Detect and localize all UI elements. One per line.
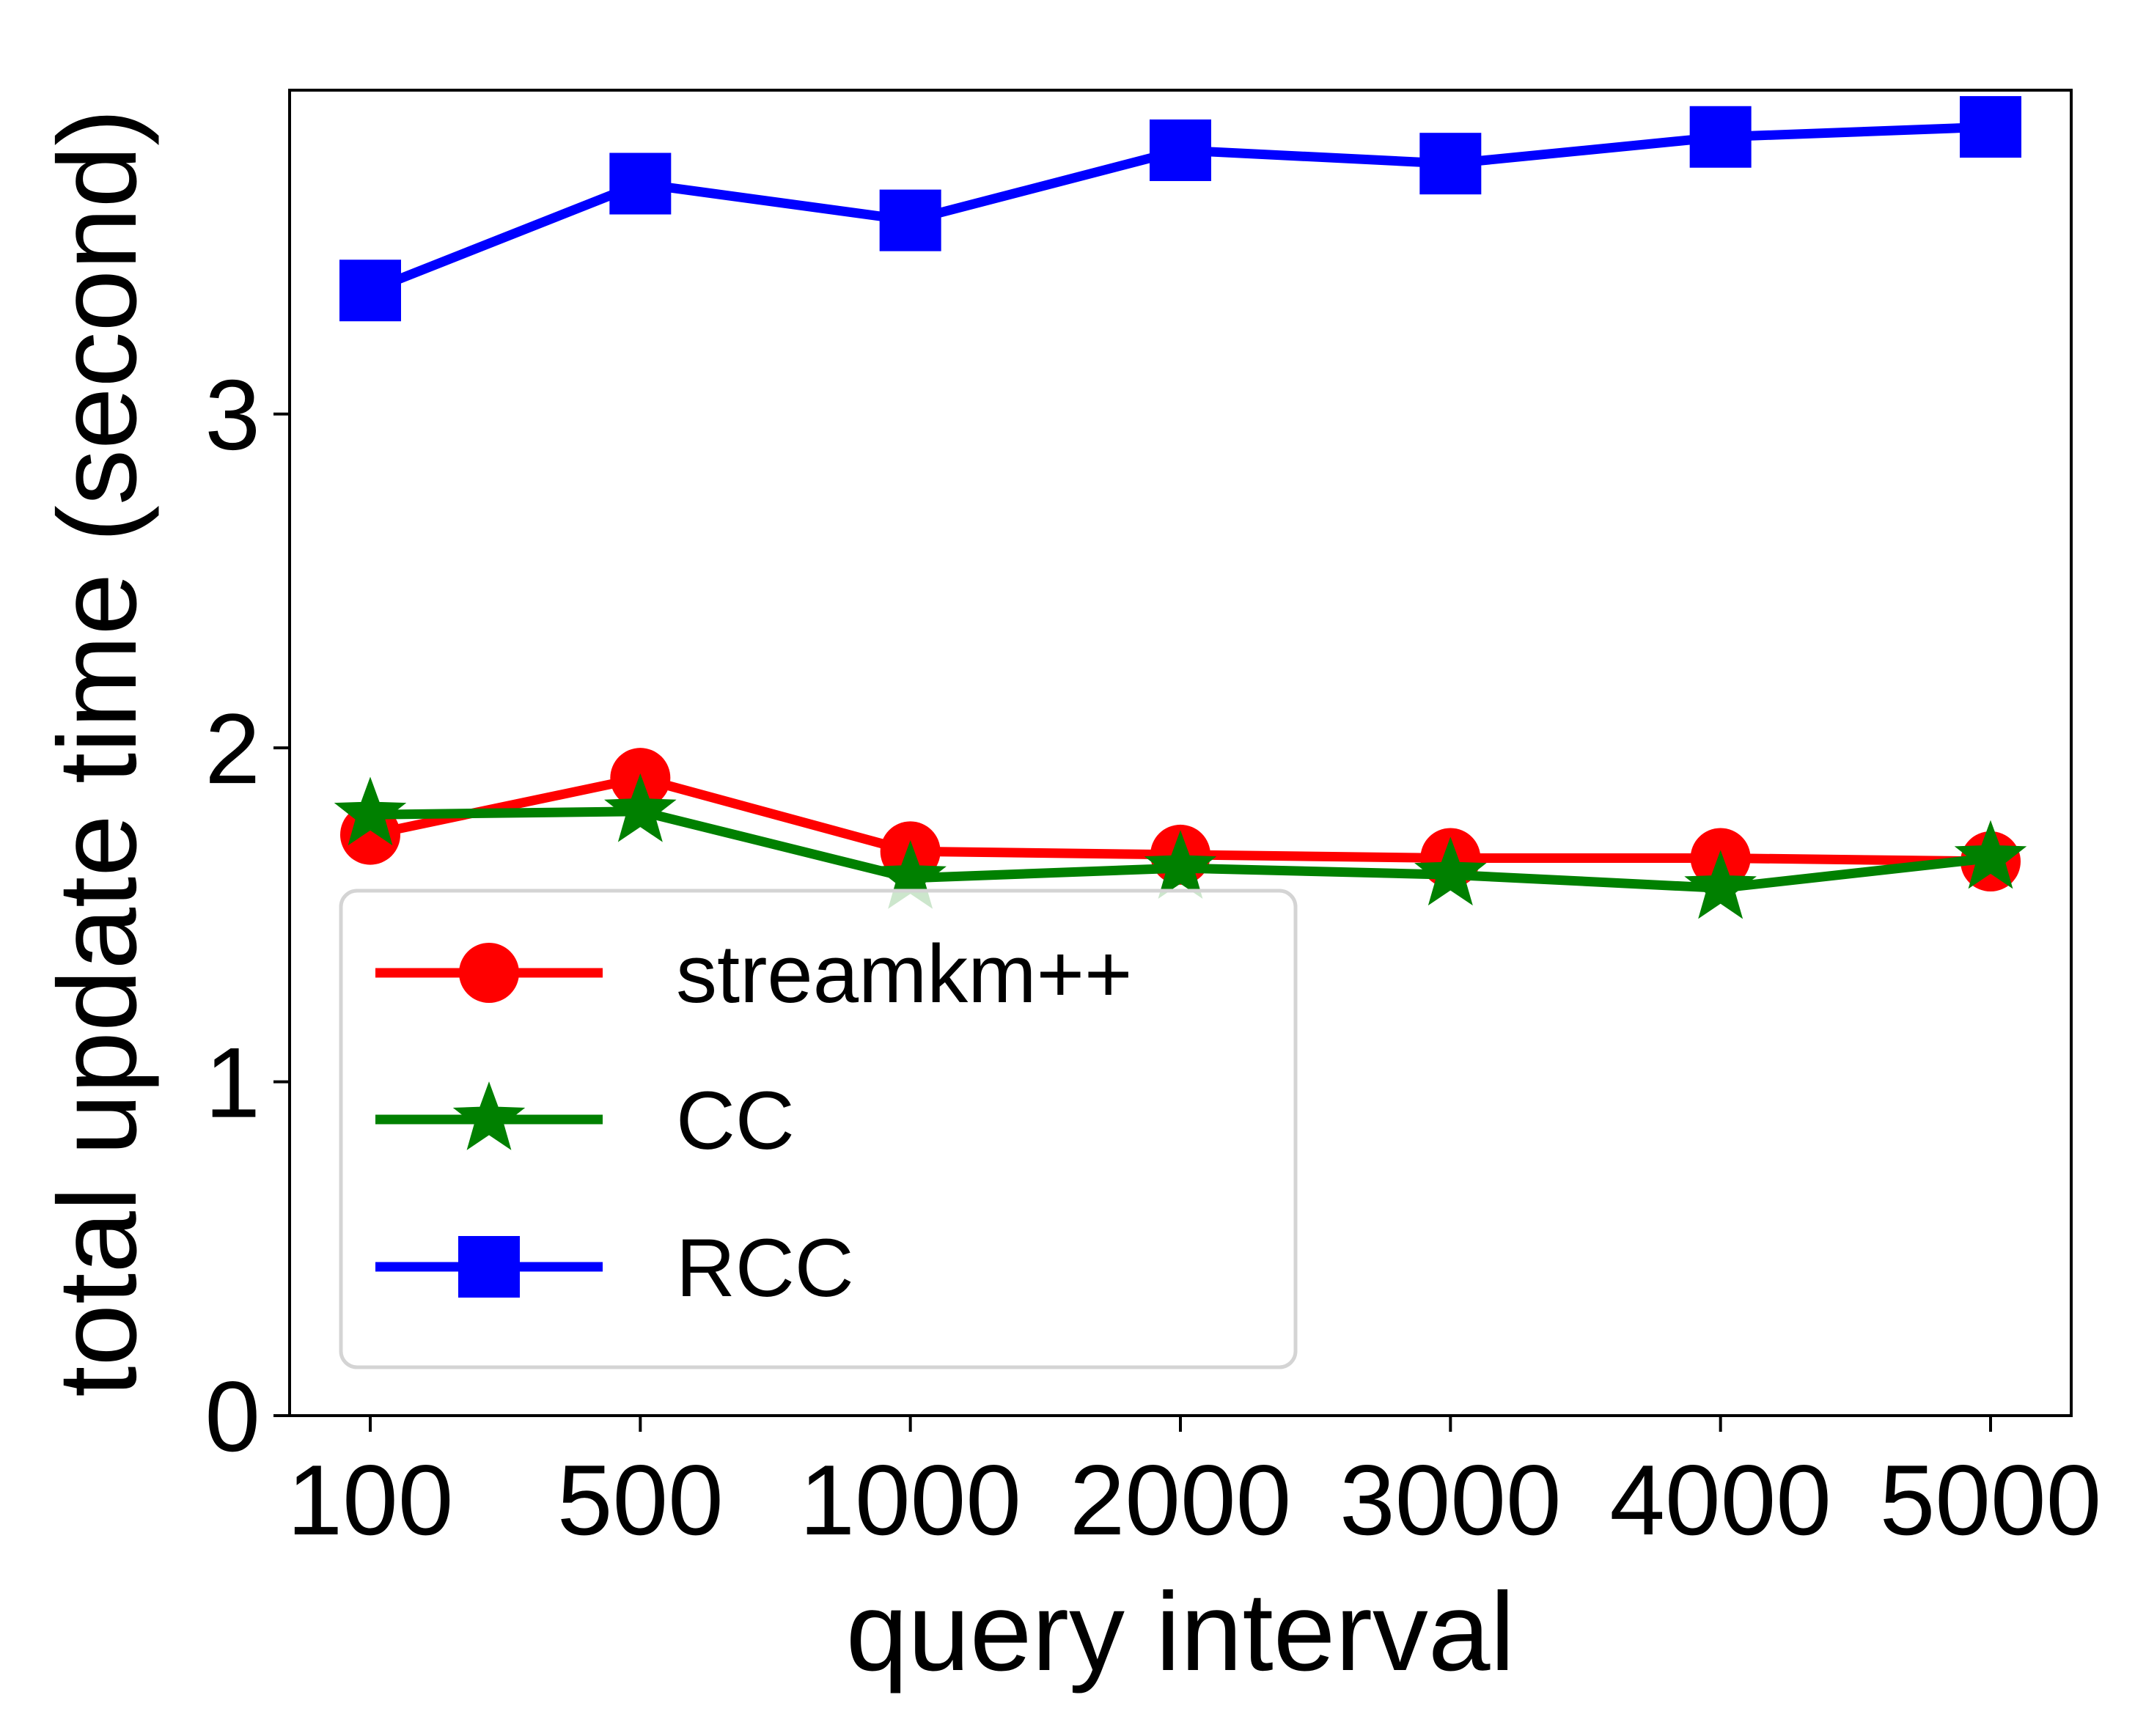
data-point — [1689, 106, 1752, 168]
y-tick-label: 0 — [205, 1361, 260, 1472]
series-rcc — [339, 96, 2021, 322]
data-point — [604, 773, 677, 842]
legend-label: CC — [676, 1075, 795, 1166]
x-tick-label: 2000 — [1070, 1444, 1292, 1556]
x-tick-label: 500 — [557, 1444, 724, 1556]
data-point — [1960, 96, 2021, 158]
legend-items: streamkm++ CC RCC — [375, 928, 1132, 1314]
legend-marker — [458, 1236, 520, 1298]
legend-marker — [459, 943, 519, 1003]
y-axis-label: total update time (second) — [35, 108, 160, 1397]
x-tick-label: 3000 — [1340, 1444, 1562, 1556]
data-point — [340, 804, 400, 865]
x-axis-label: query interval — [846, 1570, 1515, 1694]
data-point — [1684, 850, 1757, 919]
data-point — [1954, 820, 2027, 889]
y-axis: 0 1 2 3 — [205, 359, 290, 1472]
y-tick-label: 3 — [205, 359, 260, 471]
x-tick-label: 1000 — [799, 1444, 1021, 1556]
legend-frame — [339, 889, 1298, 1369]
series-layer — [334, 96, 2027, 919]
x-tick-label: 5000 — [1880, 1444, 2102, 1556]
series-cc — [334, 773, 2027, 919]
legend-marker — [452, 1081, 526, 1150]
y-tick-label: 2 — [205, 693, 260, 804]
legend-entry: RCC — [375, 1222, 854, 1314]
data-point — [1419, 133, 1482, 195]
legend-entry: streamkm++ — [375, 928, 1132, 1020]
x-tick-label: 4000 — [1609, 1444, 1831, 1556]
legend-label: streamkm++ — [676, 928, 1132, 1020]
data-point — [879, 189, 941, 251]
legend-entry: CC — [375, 1075, 795, 1166]
data-point — [1144, 830, 1217, 900]
x-tick-label: 100 — [287, 1444, 454, 1556]
legend: streamkm++ CC RCC — [339, 889, 1298, 1369]
legend-label: RCC — [676, 1222, 854, 1314]
y-tick-label: 1 — [205, 1027, 260, 1139]
data-point — [334, 776, 407, 846]
data-point — [339, 260, 401, 322]
data-point — [1150, 119, 1211, 181]
x-axis: 100 500 1000 2000 3000 4000 5000 — [287, 1416, 2102, 1556]
data-point — [1414, 836, 1487, 906]
data-point — [609, 152, 672, 215]
